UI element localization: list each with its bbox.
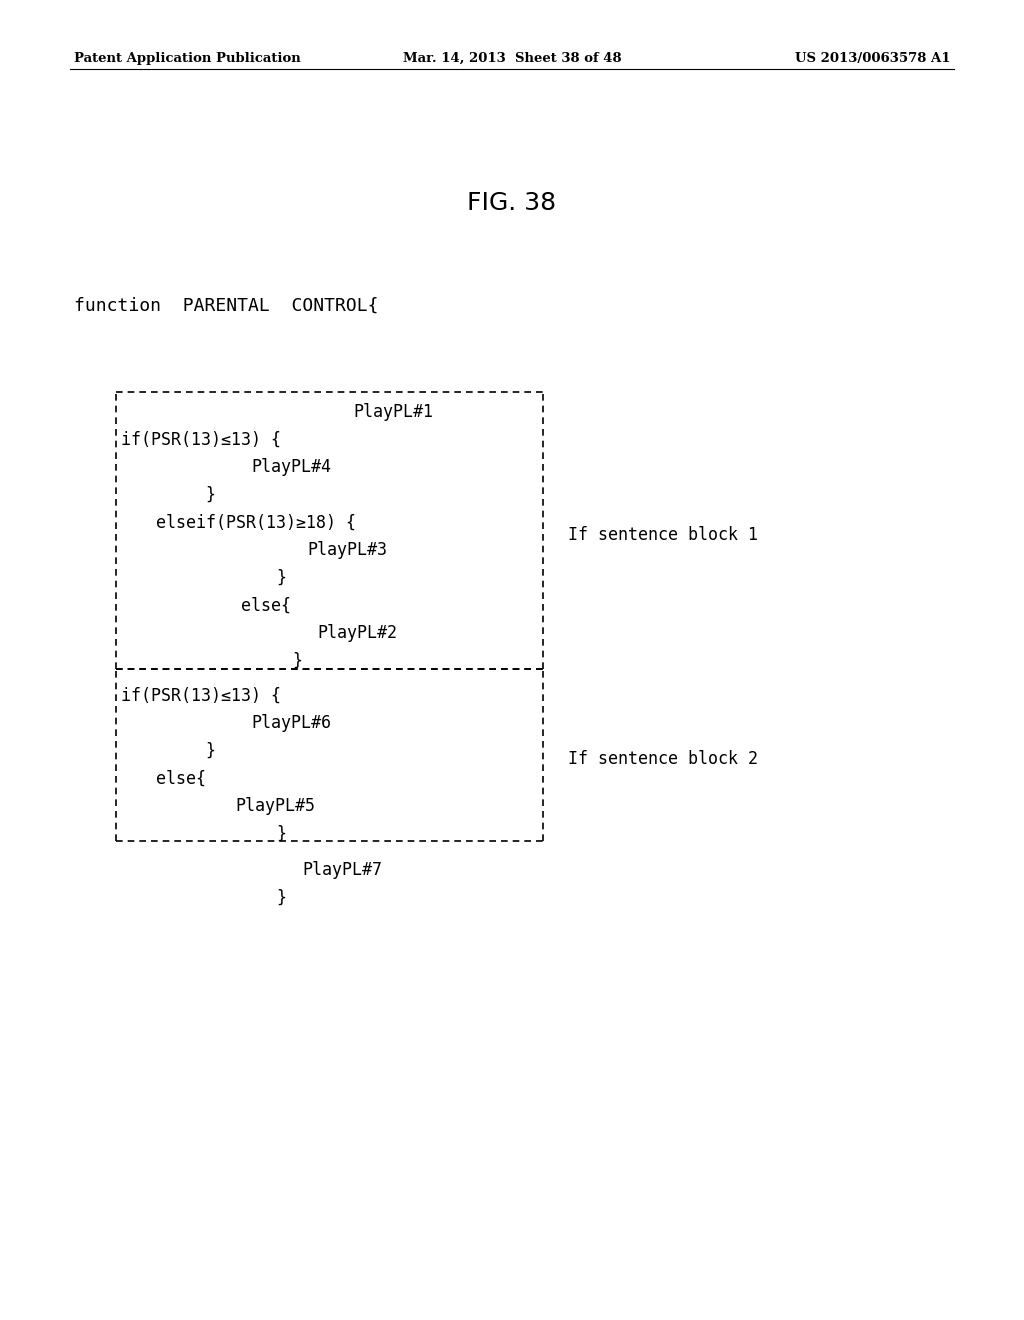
Text: }: } (205, 742, 215, 760)
Text: PlayPL#2: PlayPL#2 (317, 624, 397, 643)
Text: }: } (276, 888, 287, 907)
Text: Patent Application Publication: Patent Application Publication (74, 51, 300, 65)
Text: US 2013/0063578 A1: US 2013/0063578 A1 (795, 51, 950, 65)
Text: }: } (205, 486, 215, 504)
Text: elseif(PSR(13)≥18) {: elseif(PSR(13)≥18) { (156, 513, 355, 532)
Text: Mar. 14, 2013  Sheet 38 of 48: Mar. 14, 2013 Sheet 38 of 48 (402, 51, 622, 65)
Text: PlayPL#4: PlayPL#4 (251, 458, 331, 477)
Text: if(PSR(13)≤13) {: if(PSR(13)≤13) { (121, 430, 281, 449)
Text: if(PSR(13)≤13) {: if(PSR(13)≤13) { (121, 686, 281, 705)
Text: }: } (292, 652, 302, 671)
Text: }: } (276, 569, 287, 587)
Text: PlayPL#5: PlayPL#5 (236, 797, 315, 816)
Text: PlayPL#3: PlayPL#3 (307, 541, 387, 560)
Text: }: } (276, 825, 287, 843)
Text: PlayPL#7: PlayPL#7 (302, 861, 382, 879)
Text: If sentence block 2: If sentence block 2 (568, 750, 759, 768)
Text: else{: else{ (241, 597, 291, 615)
Text: If sentence block 1: If sentence block 1 (568, 525, 759, 544)
Text: else{: else{ (156, 770, 206, 788)
Text: function  PARENTAL  CONTROL{: function PARENTAL CONTROL{ (74, 297, 378, 315)
Text: FIG. 38: FIG. 38 (467, 191, 557, 215)
Text: PlayPL#1: PlayPL#1 (353, 403, 433, 421)
Text: PlayPL#6: PlayPL#6 (251, 714, 331, 733)
